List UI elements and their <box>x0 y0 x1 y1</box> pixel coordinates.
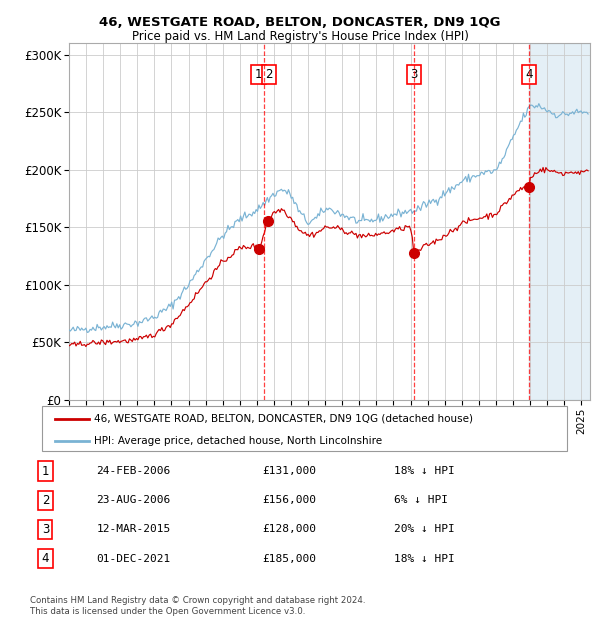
Text: 3: 3 <box>42 523 49 536</box>
FancyBboxPatch shape <box>42 406 567 451</box>
Text: HPI: Average price, detached house, North Lincolnshire: HPI: Average price, detached house, Nort… <box>95 436 383 446</box>
Text: £156,000: £156,000 <box>262 495 316 505</box>
Text: 01-DEC-2021: 01-DEC-2021 <box>96 554 170 564</box>
Text: £128,000: £128,000 <box>262 525 316 534</box>
Text: 18% ↓ HPI: 18% ↓ HPI <box>394 466 455 476</box>
Text: 20% ↓ HPI: 20% ↓ HPI <box>394 525 455 534</box>
Text: 46, WESTGATE ROAD, BELTON, DONCASTER, DN9 1QG: 46, WESTGATE ROAD, BELTON, DONCASTER, DN… <box>99 16 501 29</box>
Text: 18% ↓ HPI: 18% ↓ HPI <box>394 554 455 564</box>
Text: £131,000: £131,000 <box>262 466 316 476</box>
Text: 4: 4 <box>525 68 532 81</box>
Text: 6% ↓ HPI: 6% ↓ HPI <box>394 495 448 505</box>
Text: 12-MAR-2015: 12-MAR-2015 <box>96 525 170 534</box>
Text: 23-AUG-2006: 23-AUG-2006 <box>96 495 170 505</box>
Text: 24-FEB-2006: 24-FEB-2006 <box>96 466 170 476</box>
Text: 1: 1 <box>255 68 262 81</box>
Text: 1: 1 <box>42 465 49 477</box>
Bar <box>529 43 600 400</box>
Text: 4: 4 <box>42 552 49 565</box>
Text: Price paid vs. HM Land Registry's House Price Index (HPI): Price paid vs. HM Land Registry's House … <box>131 30 469 43</box>
Text: 3: 3 <box>410 68 418 81</box>
Text: £185,000: £185,000 <box>262 554 316 564</box>
Text: 2: 2 <box>265 68 273 81</box>
Text: Contains HM Land Registry data © Crown copyright and database right 2024.
This d: Contains HM Land Registry data © Crown c… <box>30 596 365 616</box>
Text: 2: 2 <box>42 494 49 507</box>
Text: 46, WESTGATE ROAD, BELTON, DONCASTER, DN9 1QG (detached house): 46, WESTGATE ROAD, BELTON, DONCASTER, DN… <box>95 414 473 424</box>
